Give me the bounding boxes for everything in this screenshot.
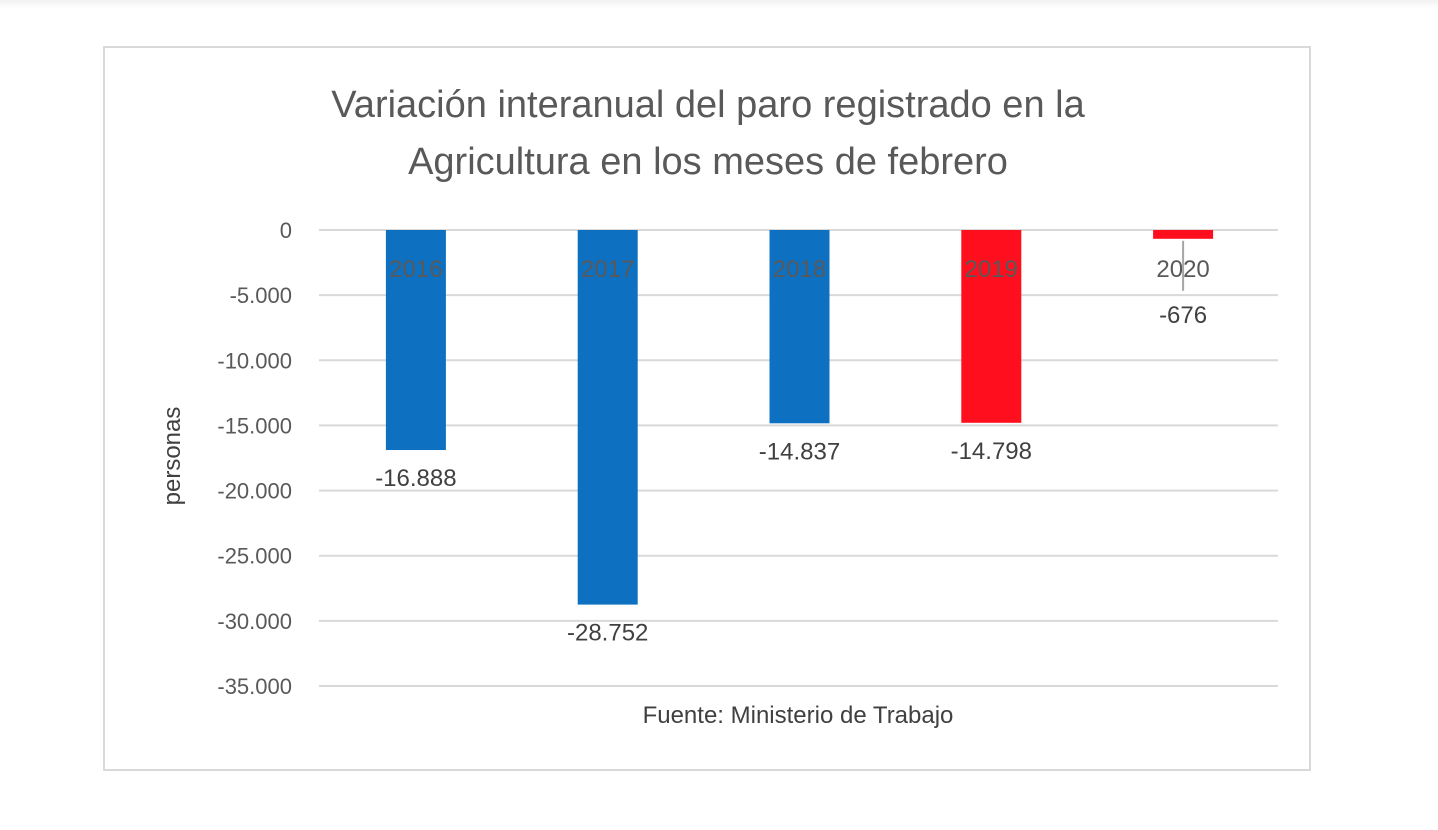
bar-2018 <box>769 230 830 424</box>
data-label-2016: -16.888 <box>375 465 456 492</box>
y-tick-label: -25.000 <box>217 544 292 569</box>
bars <box>385 230 1214 605</box>
data-label-2019: -14.798 <box>951 438 1032 465</box>
category-label-2017: 2017 <box>581 256 634 283</box>
chart-source-note: Fuente: Ministerio de Trabajo <box>643 702 954 729</box>
y-tick-label: -35.000 <box>217 674 292 699</box>
bar-2020 <box>1153 230 1214 239</box>
category-label-2018: 2018 <box>773 256 826 283</box>
data-label-2018: -14.837 <box>759 438 840 465</box>
category-label-2016: 2016 <box>389 256 442 283</box>
y-axis-ticks: 0 -5.000 -10.000 -15.000 -20.000 -25.000 -30.0… <box>217 218 292 699</box>
category-labels: 2016 2017 2018 2019 2020 <box>389 256 1210 283</box>
category-label-2019: 2019 <box>965 256 1018 283</box>
y-tick-label: -20.000 <box>217 479 292 504</box>
data-label-2017: -28.752 <box>567 620 648 647</box>
bar-2016 <box>385 230 446 451</box>
y-tick-label: 0 <box>280 218 292 243</box>
data-labels: -16.888 -28.752 -14.837 -14.798 -676 <box>375 240 1207 647</box>
y-axis-label: personas <box>159 407 186 506</box>
bar-2019 <box>961 230 1022 423</box>
y-tick-label: -10.000 <box>217 348 292 373</box>
chart-title-line-2: Agricultura en los meses de febrero <box>408 141 1008 183</box>
page-top-shade <box>0 0 1438 8</box>
bar-2017 <box>577 230 638 605</box>
chart-title-line-1: Variación interanual del paro registrado… <box>331 84 1085 126</box>
y-tick-label: -5.000 <box>230 283 292 308</box>
chart-frame <box>103 46 1311 771</box>
y-tick-label: -30.000 <box>217 609 292 634</box>
y-tick-label: -15.000 <box>217 413 292 438</box>
data-label-2020: -676 <box>1159 302 1207 329</box>
